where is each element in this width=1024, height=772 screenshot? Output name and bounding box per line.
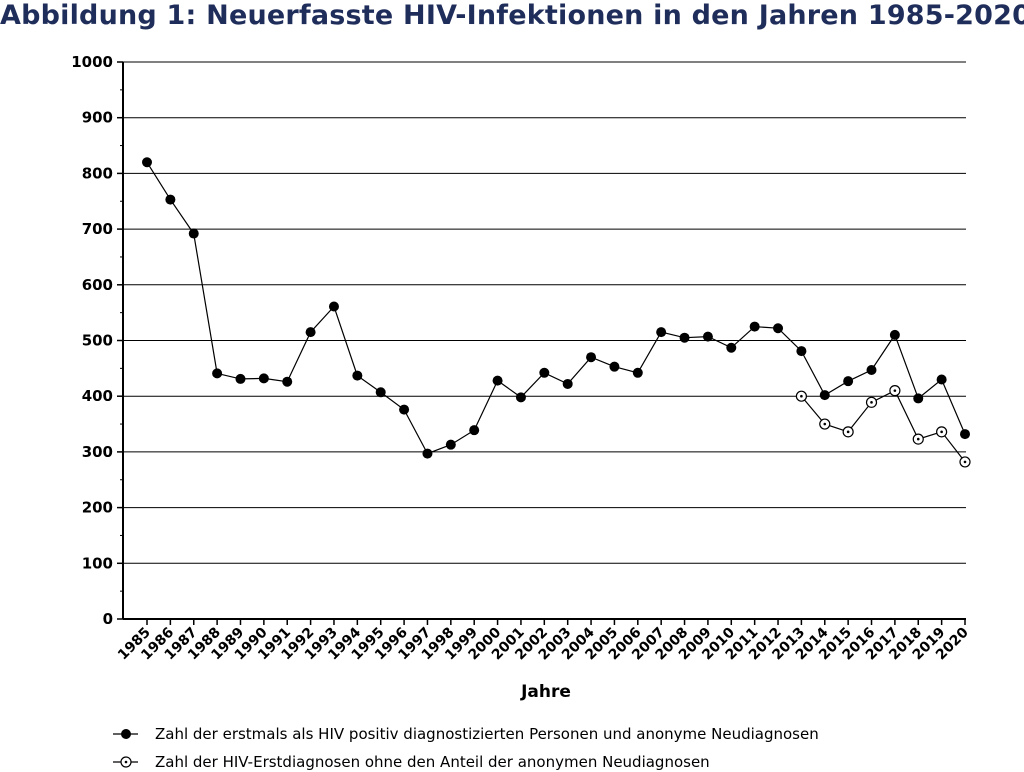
- data-point-filled: [679, 332, 690, 343]
- legend-label-1: Zahl der erstmals als HIV positiv diagno…: [155, 725, 819, 743]
- data-point-filled: [212, 368, 223, 379]
- data-point-filled: [492, 375, 503, 386]
- data-point-filled: [539, 367, 550, 378]
- legend-label-2: Zahl der HIV-Erstdiagnosen ohne den Ante…: [155, 753, 710, 771]
- legend: Zahl der erstmals als HIV positiv diagno…: [113, 725, 819, 771]
- data-point-filled: [586, 352, 597, 363]
- data-point-filled: [328, 301, 339, 312]
- data-point-filled: [702, 331, 713, 342]
- data-point-open: [936, 426, 948, 438]
- series-line-1: [146, 161, 966, 455]
- data-point-filled: [399, 404, 410, 415]
- data-point-open: [889, 385, 901, 397]
- chart-title: Abbildung 1: Neuerfasste HIV-Infektionen…: [0, 0, 1024, 31]
- y-tick-labels: 0 100 200 300 400 500 600 700 800 900 1000: [71, 53, 113, 628]
- data-points: [142, 157, 971, 468]
- data-point-open: [842, 426, 854, 438]
- data-point-filled: [796, 346, 807, 357]
- data-point-filled: [282, 376, 293, 387]
- data-point-filled: [188, 228, 199, 239]
- data-point-filled: [515, 392, 526, 403]
- data-point-filled: [469, 425, 480, 436]
- y-tick-label: 0: [103, 610, 113, 628]
- x-axis-title: Jahre: [520, 682, 571, 702]
- data-point-open: [959, 456, 971, 468]
- y-tick-label: 1000: [71, 53, 113, 71]
- data-point-filled: [773, 323, 784, 334]
- y-tick-label: 700: [82, 220, 113, 238]
- data-point-filled: [562, 378, 573, 389]
- y-tick-label: 600: [82, 276, 113, 294]
- y-tick-label: 800: [82, 164, 113, 182]
- y-tick-label: 300: [82, 443, 113, 461]
- data-point-filled: [913, 393, 924, 404]
- data-point-filled: [422, 448, 433, 459]
- data-point-filled: [235, 373, 246, 384]
- y-tick-label: 900: [82, 109, 113, 127]
- data-point-open: [865, 396, 878, 408]
- data-point-open: [795, 390, 808, 402]
- data-point-filled: [819, 390, 830, 401]
- data-point-filled: [656, 327, 667, 338]
- data-point-filled: [142, 157, 152, 168]
- data-point-filled: [445, 439, 456, 450]
- legend-marker-open: [120, 756, 132, 768]
- data-point-filled: [889, 329, 900, 340]
- data-point-filled: [960, 429, 970, 440]
- data-point-filled: [866, 365, 877, 376]
- series-lines: [146, 161, 966, 463]
- y-tick-label: 200: [82, 499, 113, 517]
- data-point-filled: [936, 374, 947, 385]
- data-point-filled: [609, 361, 620, 372]
- gridlines: [123, 61, 966, 564]
- data-point-open: [912, 433, 924, 445]
- y-tick-label: 500: [82, 332, 113, 350]
- data-point-filled: [726, 342, 737, 353]
- data-point-filled: [165, 194, 176, 205]
- data-point-open: [819, 418, 831, 430]
- axes: [117, 61, 966, 625]
- data-point-filled: [749, 321, 760, 332]
- data-point-filled: [375, 387, 386, 398]
- data-point-filled: [352, 370, 363, 381]
- data-point-filled: [305, 327, 316, 338]
- y-tick-label: 400: [82, 387, 113, 405]
- data-point-filled: [843, 376, 854, 387]
- data-point-filled: [258, 373, 269, 384]
- x-tick-labels: 1985198619871988198919901991199219931994…: [115, 624, 972, 663]
- legend-marker-filled: [121, 729, 131, 739]
- y-tick-label: 100: [82, 554, 113, 572]
- data-point-filled: [632, 367, 643, 378]
